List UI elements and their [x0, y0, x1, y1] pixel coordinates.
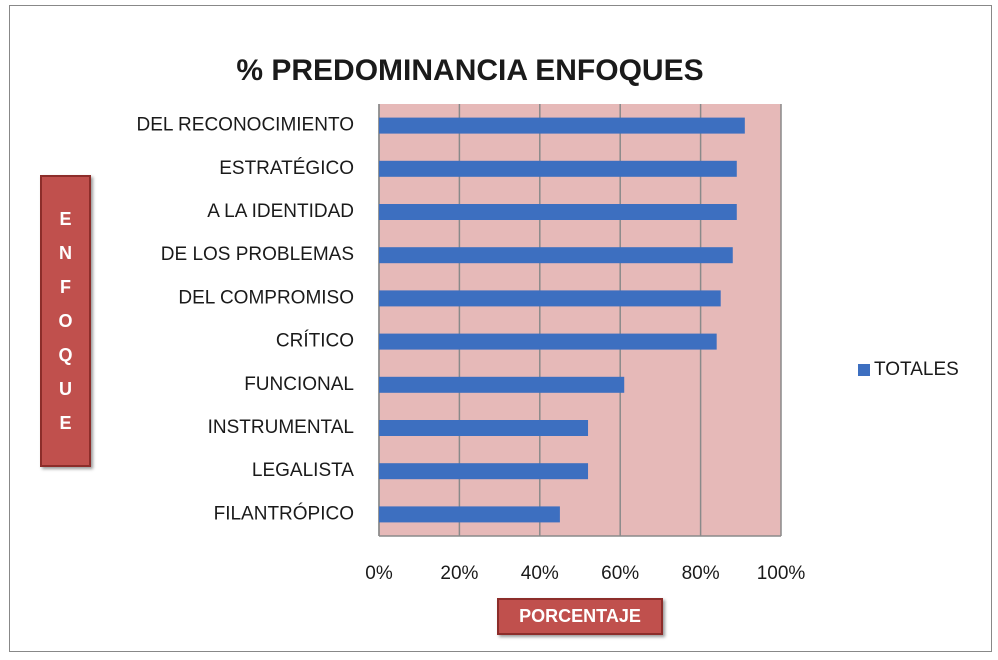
bar: [379, 420, 589, 436]
x-tick-label: 40%: [521, 563, 559, 584]
bar: [379, 333, 717, 350]
x-tick-label: 100%: [757, 563, 806, 584]
y-tick-label: DEL COMPROMISO: [178, 287, 354, 308]
chart-title: % PREDOMINANCIA ENFOQUES: [236, 54, 703, 87]
y-axis-label: ENFOQUE: [58, 209, 73, 433]
y-axis-label-box: ENFOQUE: [40, 175, 91, 467]
legend-swatch: [858, 364, 870, 376]
x-axis-label-box: PORCENTAJE: [497, 598, 663, 635]
x-tick-label: 80%: [682, 563, 720, 584]
bar: [379, 247, 733, 264]
y-tick-label: A LA IDENTIDAD: [207, 201, 354, 222]
bar: [379, 160, 737, 177]
bar: [379, 376, 625, 393]
bar: [379, 290, 721, 307]
x-tick-label: 60%: [601, 563, 639, 584]
y-tick-label: ESTRATÉGICO: [219, 158, 354, 179]
y-tick-label: LEGALISTA: [252, 460, 354, 481]
legend-label: TOTALES: [874, 359, 959, 380]
bar: [379, 463, 589, 480]
y-tick-label: FUNCIONAL: [244, 374, 354, 395]
y-tick-label: DEL RECONOCIMIENTO: [137, 115, 354, 136]
y-tick-label: CRÍTICO: [276, 331, 354, 352]
bar: [379, 117, 745, 134]
y-tick-label: FILANTRÓPICO: [214, 502, 354, 524]
y-tick-label: DE LOS PROBLEMAS: [161, 244, 354, 265]
y-tick-label: INSTRUMENTAL: [208, 417, 354, 438]
x-tick-label: 20%: [440, 563, 478, 584]
x-tick-label: 0%: [365, 563, 393, 584]
x-axis-label: PORCENTAJE: [519, 606, 641, 626]
bar: [379, 204, 737, 220]
bar: [379, 506, 560, 523]
